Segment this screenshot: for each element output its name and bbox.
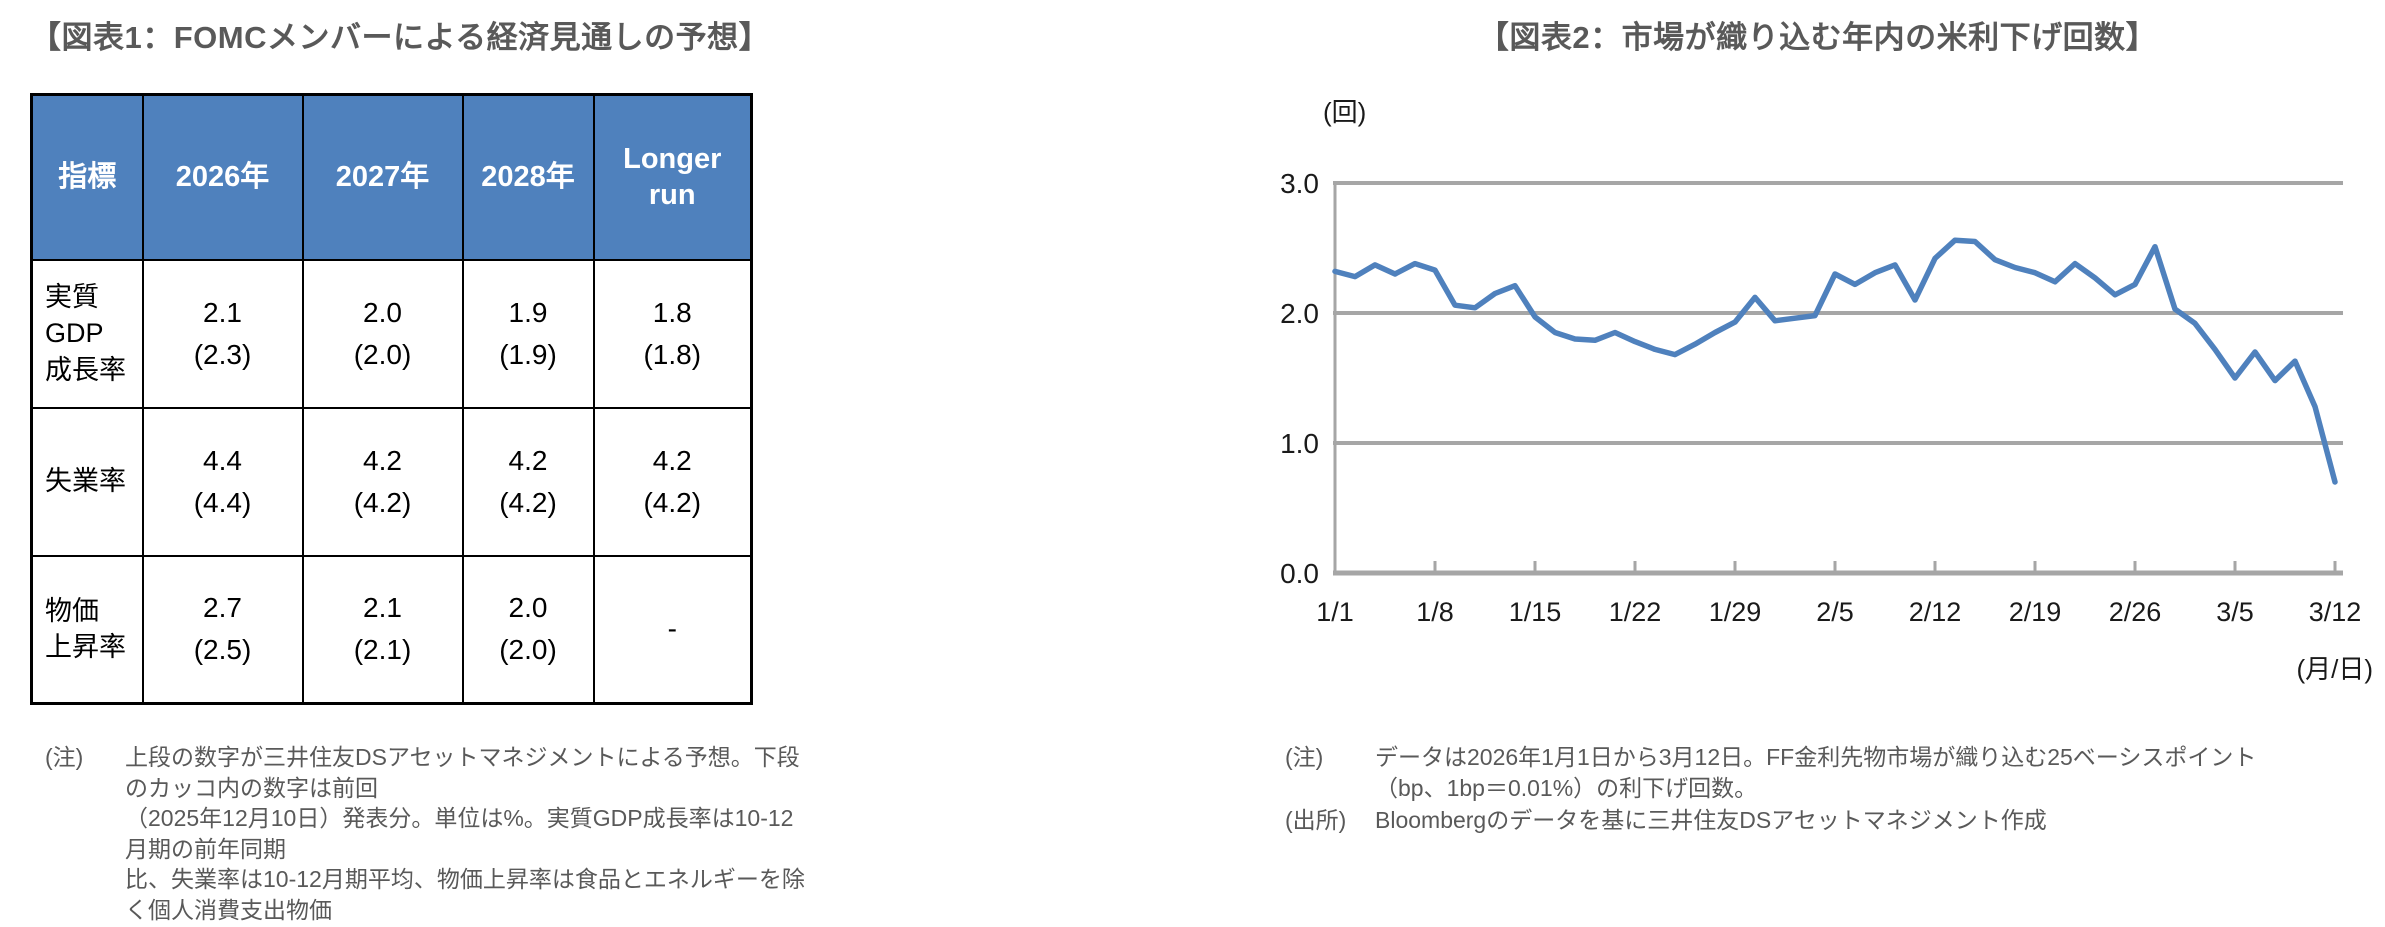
infl-2026: 2.7 (2.5) [141,554,304,705]
figure1-title: 【図表1：FOMCメンバーによる経済見通しの予想】 [30,20,771,55]
unemp-longer-run: 4.2 (4.2) [592,406,753,557]
rate-cuts-chart: 0.0 1.0 2.0 3.0 1/1 1/8 1/15 1/22 1/29 2/5 2/12 2/1… [1280,97,2373,684]
row-label-inflation: 物価 上昇率 [30,554,144,705]
x-tick-label: 1/15 [1509,597,1562,627]
gdp-2028: 1.9 (1.9) [461,258,595,409]
fomc-forecast-table: 指標 2026年 2027年 2028年 Longer run 実質GDP 成長… [30,93,753,705]
infl-2027: 2.1 (2.1) [301,554,464,705]
x-tick-label: 1/29 [1709,597,1762,627]
figure2-title: 【図表2：市場が織り込む年内の米利下げ回数】 [1477,20,2158,55]
infl-longer-run: - [592,554,753,705]
row-label-unemployment: 失業率 [30,406,144,557]
x-tick-label: 2/5 [1816,597,1854,627]
table-row-gdp: 実質GDP 成長率 2.1 (2.3) 2.0 (2.0) 1.9 (1.9) … [30,258,753,409]
header-2026: 2026年 [141,93,304,261]
source-text: Bloombergのデータを基に三井住友DSアセットマネジメント作成 [1375,807,2047,834]
gdp-longer-run: 1.8 (1.8) [592,258,753,409]
gdp-2027: 2.0 (2.0) [301,258,464,409]
table-row-inflation: 物価 上昇率 2.7 (2.5) 2.1 (2.1) 2.0 (2.0) - [30,554,753,705]
header-2027: 2027年 [301,93,464,261]
note-label: (注) [45,744,84,770]
note-text: 上段の数字が三井住友DSアセットマネジメントによる予想。下段のカッコ内の数字は前… [125,744,805,923]
note-label: (注) [1285,744,1324,770]
x-tick-label: 1/22 [1609,597,1662,627]
x-tick-label: 1/1 [1316,597,1354,627]
figure1-notes: (注) 上段の数字が三井住友DSアセットマネジメントによる予想。下段のカッコ内の… [45,742,815,927]
rate-cuts-chart-area: 0.0 1.0 2.0 3.0 1/1 1/8 1/15 1/22 1/29 2/5 2/12 2/1… [1250,60,2385,705]
y-unit-label: (回) [1323,97,1366,127]
unemp-2027: 4.2 (4.2) [301,406,464,557]
header-longer-run: Longer run [592,93,753,261]
x-tick-label: 3/5 [2216,597,2254,627]
y-tick-label: 1.0 [1280,428,1319,459]
y-tick-label: 3.0 [1280,168,1319,199]
header-indicator: 指標 [30,93,144,261]
table-header-row: 指標 2026年 2027年 2028年 Longer run [30,93,753,261]
y-tick-label: 2.0 [1280,298,1319,329]
table-row-unemployment: 失業率 4.4 (4.4) 4.2 (4.2) 4.2 (4.2) 4.2 (4… [30,406,753,557]
gdp-2026: 2.1 (2.3) [141,258,304,409]
unemp-2028: 4.2 (4.2) [461,406,595,557]
source-label: (出所) [1285,807,1347,834]
x-tick-label: 2/19 [2009,597,2062,627]
x-unit-label: (月/日) [2296,654,2373,684]
header-2028: 2028年 [461,93,595,261]
x-tick-label: 3/12 [2309,597,2362,627]
note-text: データは2026年1月1日から3月12日。FF金利先物市場が織り込む25ベーシス… [1375,744,2257,801]
x-tick-label: 2/12 [1909,597,1962,627]
x-tick-label: 1/8 [1416,597,1454,627]
figure2-notes: (注) データは2026年1月1日から3月12日。FF金利先物市場が織り込む25… [1285,742,2385,836]
row-label-gdp: 実質GDP 成長率 [30,258,144,409]
x-tick-label: 2/26 [2109,597,2162,627]
rate-cuts-line [1332,237,2338,485]
y-tick-label: 0.0 [1280,558,1319,589]
infl-2028: 2.0 (2.0) [461,554,595,705]
unemp-2026: 4.4 (4.4) [141,406,304,557]
